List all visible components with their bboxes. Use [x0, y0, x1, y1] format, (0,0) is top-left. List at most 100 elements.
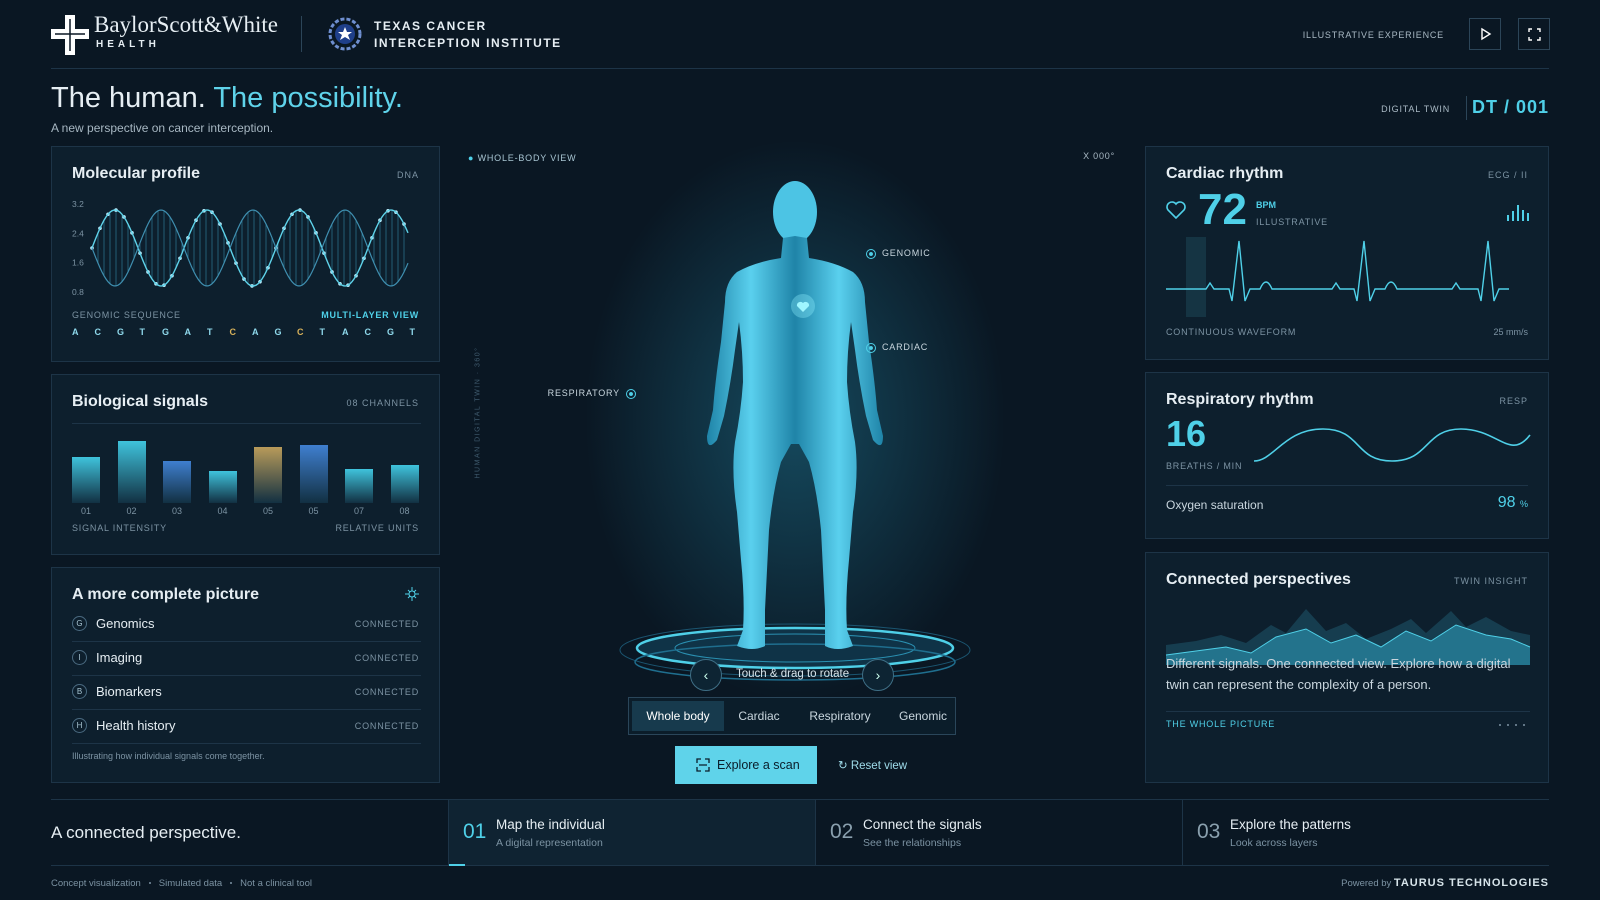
channel-label: 05	[308, 506, 319, 516]
oxygen-label: Oxygen saturation	[1166, 498, 1264, 512]
rotate-left-button[interactable]: ‹	[690, 659, 722, 691]
view-tab[interactable]: Whole body	[632, 701, 724, 731]
institute-line: TEXAS CANCER	[374, 19, 487, 33]
signals-panel: Biological signals 08 CHANNELS SIGNAL IN…	[51, 374, 440, 555]
sequence-letter: G	[274, 327, 282, 337]
channel-label: 07	[353, 506, 364, 516]
item-badge: H	[72, 718, 87, 733]
panel-body: Different signals. One connected view. E…	[1166, 656, 1511, 692]
step[interactable]: 01 Map the individual A digital representa…	[448, 800, 815, 866]
view-tab[interactable]: Cardiac	[738, 709, 780, 723]
oxygen-number: 98	[1497, 494, 1516, 511]
play-button[interactable]	[1469, 18, 1501, 50]
rule	[72, 675, 421, 676]
band-rule	[51, 865, 1549, 866]
bar	[117, 441, 146, 503]
separator	[230, 882, 233, 885]
channel-label: 03	[171, 506, 182, 516]
y-tick-label: 2.4	[72, 228, 84, 238]
step[interactable]: 03 Explore the patterns Look across layers	[1182, 800, 1549, 865]
step-title: Map the individual	[496, 817, 605, 832]
sequence-letter: A	[252, 327, 259, 337]
area-chart	[1165, 609, 1531, 665]
play-icon	[1481, 27, 1492, 41]
panel-title: Respiratory rhythm	[1166, 391, 1314, 408]
view-text: WHOLE-BODY VIEW	[477, 153, 577, 163]
reset-button[interactable]: ↻ Reset view	[838, 760, 908, 772]
y-tick-label: 1.6	[72, 258, 84, 268]
panel-title: Cardiac rhythm	[1166, 165, 1284, 182]
helix-strand	[91, 209, 409, 287]
item-label: Biomarkers	[96, 684, 162, 699]
item-label: Genomics	[96, 616, 155, 631]
ecg-waveform	[1166, 237, 1509, 317]
panel-tag: DNA	[396, 170, 419, 180]
rate-unit: BREATHS / MIN	[1166, 461, 1243, 471]
rate-value: 16	[1166, 413, 1207, 454]
sequence-letter: A	[72, 327, 79, 337]
step[interactable]: 02 Connect the signals See the relationshi…	[815, 800, 1182, 865]
panel-link[interactable]: THE WHOLE PICTURE	[1166, 719, 1276, 729]
rotate-right-button[interactable]: ›	[862, 659, 894, 691]
fullscreen-button[interactable]	[1518, 18, 1550, 50]
item-status: CONNECTED	[354, 653, 419, 663]
company: TAURUS TECHNOLOGIES	[1393, 877, 1549, 889]
body-viewer	[585, 140, 1005, 700]
channel-label: 04	[217, 506, 228, 516]
view-label: ● WHOLE-BODY VIEW	[468, 153, 577, 163]
dots	[1499, 724, 1525, 726]
bar	[299, 445, 328, 503]
panel-note: Illustrating how individual signals come…	[72, 751, 265, 761]
respiratory-panel: Respiratory rhythm RESP 16 BREATHS / MIN…	[1145, 372, 1549, 539]
sequence-letter: G	[117, 327, 125, 337]
connected-panel: Connected perspectives TWIN INSIGHT Diff…	[1145, 552, 1549, 783]
bar	[163, 461, 191, 503]
wave-speed: 25 mm/s	[1493, 327, 1528, 337]
panel-title: Molecular profile	[72, 165, 201, 182]
bar	[72, 457, 100, 503]
step-progress	[449, 864, 465, 866]
logo-cross	[51, 15, 89, 55]
rule	[72, 423, 421, 424]
divider	[301, 16, 302, 52]
sequence-letter: T	[319, 327, 326, 337]
fullscreen-icon	[1528, 28, 1541, 41]
panel-tag: ECG / II	[1487, 170, 1528, 180]
rule	[72, 641, 421, 642]
item-label: Health history	[96, 718, 176, 733]
view-tab[interactable]: Respiratory	[809, 709, 871, 723]
item-badge: I	[72, 650, 87, 665]
picture-panel: A more complete picture Illustrating how…	[51, 567, 440, 783]
item-status: CONNECTED	[354, 687, 419, 697]
resp-wave	[1253, 428, 1531, 462]
zoom-label: X 000°	[1083, 151, 1115, 161]
sequence-letter: A	[342, 327, 349, 337]
item-status: CONNECTED	[354, 721, 419, 731]
bpm-unit: BPM	[1256, 200, 1276, 210]
explore-button[interactable]: Explore a scan	[675, 746, 817, 784]
band-rule	[51, 799, 1549, 800]
item-status: CONNECTED	[354, 619, 419, 629]
sequence-letter: C	[229, 327, 237, 337]
sequence-label: GENOMIC SEQUENCE	[72, 310, 181, 320]
panel-title: A more complete picture	[72, 586, 260, 603]
title-main: The human.	[51, 82, 206, 114]
bar	[345, 469, 373, 503]
marker-label: RESPIRATORY	[547, 388, 620, 398]
molecular-panel: Molecular profile DNA 3.2 2.4 1.6 0.8 GENOM…	[51, 146, 440, 362]
hero-subtitle: A new perspective on cancer interception…	[51, 121, 274, 135]
sparkle-icon	[405, 587, 419, 601]
step-subtitle: A digital representation	[496, 837, 603, 849]
item-label: Imaging	[96, 650, 143, 665]
separator	[148, 882, 151, 885]
heart-icon	[1166, 201, 1186, 220]
brand-sub: HEALTH	[96, 39, 160, 50]
step-subtitle: Look across layers	[1230, 837, 1318, 849]
oxygen-value: 98 %	[1498, 494, 1528, 512]
cardiac-panel: Cardiac rhythm ECG / II 72 BPM ILLUSTRAT…	[1145, 146, 1549, 360]
view-tab[interactable]: Genomic	[898, 709, 948, 723]
channel-label: 02	[126, 506, 137, 516]
footer-note: Concept visualization	[51, 878, 141, 889]
